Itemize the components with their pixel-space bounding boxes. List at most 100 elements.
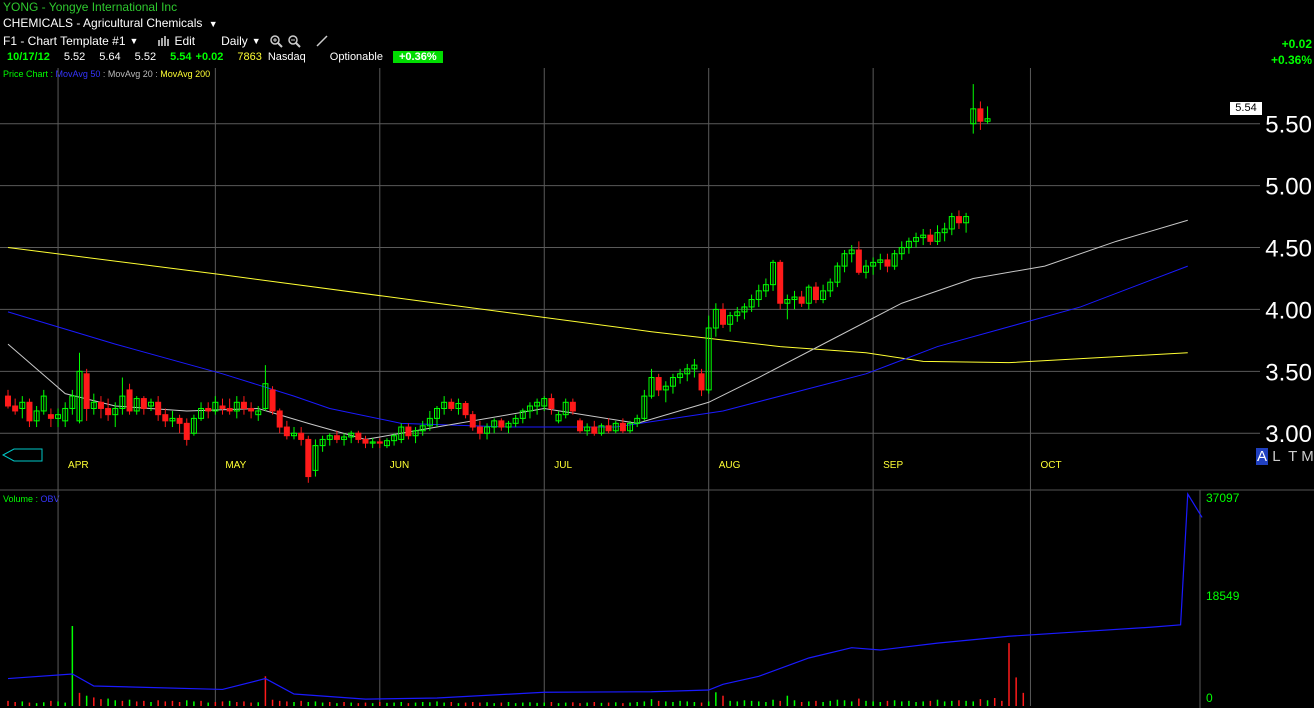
- candle-body: [519, 410, 526, 419]
- candle-body: [333, 435, 340, 440]
- quote-bar: 10/17/12 5.52 5.64 5.52 5.54 +0.02 7863 …: [3, 51, 457, 63]
- candle-body: [205, 407, 212, 412]
- alt-t-button[interactable]: T: [1288, 448, 1298, 465]
- candle-body: [83, 373, 90, 409]
- edit-button[interactable]: Edit: [158, 34, 195, 48]
- symbol-title: YONG - Yongye International Inc: [3, 0, 178, 14]
- scroll-handle-icon[interactable]: [2, 448, 44, 462]
- candle-body: [619, 422, 626, 432]
- candle-body: [312, 445, 319, 471]
- candle-body: [376, 441, 383, 444]
- candle-body: [283, 426, 290, 437]
- candle-body: [484, 426, 491, 434]
- month-label: OCT: [1040, 460, 1061, 471]
- moving-average-line: [7, 265, 1188, 428]
- edit-label: Edit: [174, 34, 196, 48]
- candle-body: [126, 389, 133, 412]
- candle-body: [705, 327, 712, 391]
- candle-body: [419, 425, 426, 432]
- candle-body: [398, 426, 405, 440]
- candle-body: [240, 401, 247, 409]
- quote-open: 5.52: [63, 51, 86, 63]
- candle-body: [326, 435, 333, 440]
- candle-body: [712, 308, 719, 329]
- alt-l-button[interactable]: L: [1272, 448, 1280, 465]
- candle-body: [970, 108, 977, 125]
- candle-body: [755, 290, 762, 301]
- legend-mavg20: MovAvg 20: [107, 69, 153, 79]
- draw-line-icon[interactable]: [315, 34, 329, 48]
- candle-body: [512, 417, 519, 424]
- quote-change: +0.02: [195, 51, 224, 63]
- price-tick-label: 5.50: [1265, 112, 1312, 139]
- candle-body: [176, 417, 183, 424]
- candle-body: [555, 414, 562, 422]
- candle-body: [963, 216, 970, 224]
- period-selector[interactable]: Daily ▼: [221, 34, 261, 48]
- quote-volume: 7863: [237, 51, 262, 63]
- price-legend: Price Chart : MovAvg 50 : MovAvg 20 : Mo…: [3, 69, 211, 79]
- candle-body: [33, 410, 40, 422]
- candle-body: [434, 407, 440, 419]
- candle-body: [655, 377, 662, 391]
- candle-body: [105, 407, 112, 416]
- candle-body: [391, 435, 398, 442]
- candle-body: [684, 368, 691, 375]
- candle-body: [183, 422, 190, 440]
- month-label: AUG: [719, 460, 741, 471]
- candle-body: [112, 407, 119, 416]
- template-label: F1 - Chart Template #1: [3, 34, 126, 48]
- candle-body: [298, 432, 305, 440]
- legend-mavg200: MovAvg 200: [160, 69, 211, 79]
- candle-body: [212, 401, 219, 412]
- candle-body: [62, 407, 69, 422]
- month-label: MAY: [225, 460, 246, 471]
- candle-body: [784, 299, 791, 304]
- quote-low: 5.52: [134, 51, 157, 63]
- candle-body: [19, 401, 26, 409]
- quote-date: 10/17/12: [7, 51, 50, 63]
- candle-body: [641, 395, 648, 419]
- alt-a-button[interactable]: A: [1256, 448, 1269, 465]
- candle-body: [133, 398, 140, 412]
- candle-body: [748, 299, 755, 308]
- candle-body: [255, 410, 262, 416]
- zoom-in-icon[interactable]: [269, 34, 283, 48]
- candle-body: [834, 265, 841, 283]
- chevron-down-icon: ▼: [129, 36, 139, 46]
- template-selector[interactable]: F1 - Chart Template #1 ▼: [3, 34, 138, 48]
- candle-body: [69, 395, 76, 409]
- sector-selector[interactable]: CHEMICALS - Agricultural Chemicals ▼: [3, 16, 218, 30]
- candle-body: [5, 395, 11, 407]
- candle-body: [562, 401, 569, 416]
- candle-body: [777, 261, 784, 304]
- candle-body: [355, 432, 362, 440]
- candle-body: [662, 385, 669, 391]
- candle-body: [498, 420, 505, 428]
- candle-body: [812, 286, 819, 301]
- candle-body: [820, 290, 827, 301]
- candle-body: [898, 247, 905, 255]
- moving-average-line: [7, 219, 1188, 440]
- candle-body: [362, 438, 369, 444]
- volume-tick-label: 18549: [1206, 589, 1240, 603]
- candle-body: [955, 216, 962, 224]
- zoom-out-icon[interactable]: [287, 34, 301, 48]
- candle-body: [927, 234, 934, 242]
- candle-body: [26, 401, 33, 422]
- candle-body: [426, 417, 433, 427]
- quote-close: 5.54: [170, 51, 192, 63]
- candle-body: [162, 414, 169, 422]
- candle-body: [233, 401, 240, 412]
- candle-body: [198, 407, 205, 419]
- candle-body: [276, 410, 283, 428]
- altm-controls: A L T M: [1256, 448, 1314, 465]
- alt-m-button[interactable]: M: [1301, 448, 1314, 465]
- candle-body: [841, 253, 848, 267]
- candle-body: [770, 261, 777, 286]
- candle-body: [941, 228, 948, 234]
- candle-body: [190, 417, 197, 434]
- candle-body: [76, 370, 83, 422]
- obv-line: [7, 492, 1203, 700]
